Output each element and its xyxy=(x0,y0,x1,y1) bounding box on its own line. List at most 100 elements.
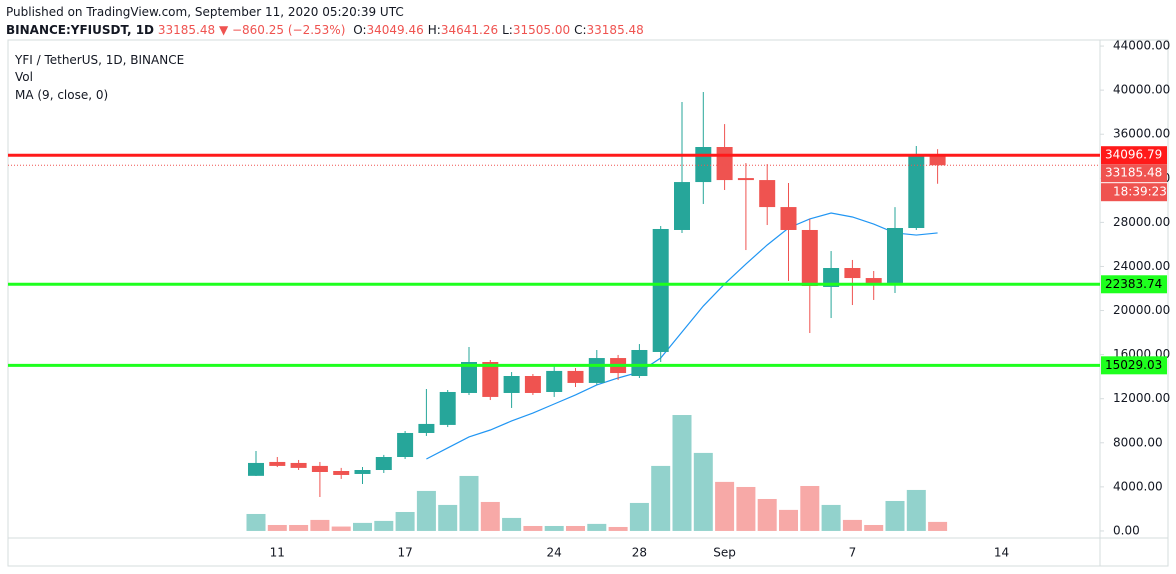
candle-body xyxy=(887,228,903,283)
volume-bar xyxy=(672,415,692,531)
volume-bar xyxy=(779,509,798,531)
price-tag-label: 22383.74 xyxy=(1105,277,1162,291)
volume-bar xyxy=(651,465,671,531)
legend-main: YFI / TetherUS, 1D, BINANCE xyxy=(15,53,185,67)
countdown-tag xyxy=(1101,183,1167,202)
y-tick-label: 44000.00 xyxy=(1113,39,1170,53)
volume-bar xyxy=(906,489,926,531)
y-tick-label: 0.00 xyxy=(1113,523,1140,537)
candle-body xyxy=(418,423,435,433)
candle-body xyxy=(333,470,350,475)
volume-bar xyxy=(693,452,713,531)
x-tick-label: 14 xyxy=(994,546,1009,560)
price-tag-label: 34096.79 xyxy=(1105,148,1162,162)
chart-frame xyxy=(7,39,1169,567)
candle-body xyxy=(567,370,584,383)
x-tick-label: 7 xyxy=(849,546,857,560)
volume-bar xyxy=(374,520,394,531)
candle-body xyxy=(823,268,840,287)
candle-body xyxy=(482,362,499,397)
candle-body xyxy=(354,470,371,474)
volume-bar xyxy=(544,525,564,531)
volume-bar xyxy=(289,524,309,531)
volume-bar xyxy=(715,481,735,531)
candle-body xyxy=(588,358,605,383)
ohlc-value: 31505.00 xyxy=(512,23,571,37)
candle-body xyxy=(674,182,690,230)
candle-body xyxy=(780,207,797,230)
volume-bar xyxy=(395,511,415,531)
volume-bar xyxy=(459,475,479,531)
last-price-tag xyxy=(1101,164,1167,183)
candle-body xyxy=(248,462,264,476)
ohlc-label: H: xyxy=(427,23,441,37)
volume-bar xyxy=(821,504,841,531)
volume-bar xyxy=(587,523,607,531)
candle-body xyxy=(844,268,861,279)
y-tick-label: 12000.00 xyxy=(1113,391,1170,405)
candle-body xyxy=(631,349,648,377)
candle-body xyxy=(546,370,563,392)
last-price-tag-label: 33185.48 xyxy=(1105,166,1162,180)
candle-body xyxy=(461,362,477,393)
ohlc-value: 34049.46 xyxy=(366,23,424,37)
candle-body xyxy=(908,155,925,229)
y-tick-label: 8000.00 xyxy=(1113,435,1163,449)
volume-bar xyxy=(523,525,543,531)
candle-body xyxy=(290,462,307,468)
candle-body xyxy=(439,391,456,425)
candle-body xyxy=(929,155,946,166)
candle-body xyxy=(716,147,733,181)
x-tick-label: 17 xyxy=(397,546,412,560)
x-tick-label: Sep xyxy=(713,546,736,560)
ohlc-label: O: xyxy=(353,23,367,37)
symbol-line: BINANCE:YFIUSDT, 1D 33185.48 ▼ −860.25 (… xyxy=(6,23,644,37)
ohlc-value: 34641.26 xyxy=(440,23,499,37)
candle-body xyxy=(759,180,776,208)
legend-volume: Vol xyxy=(15,70,33,84)
y-tick-label: 36000.00 xyxy=(1113,127,1170,141)
y-tick-label: 4000.00 xyxy=(1113,479,1163,493)
last-price: 33185.48 xyxy=(157,23,216,37)
candle-body xyxy=(801,229,818,286)
x-tick-label: 28 xyxy=(632,546,647,560)
ohlc-label: L: xyxy=(502,23,513,37)
y-tick-label: 20000.00 xyxy=(1113,303,1170,317)
volume-bar xyxy=(842,519,862,531)
price-tag-label: 15029.03 xyxy=(1105,358,1162,372)
volume-bar xyxy=(438,504,458,531)
published-note: Published on TradingView.com, September … xyxy=(6,5,404,19)
y-tick-label: 24000.00 xyxy=(1113,259,1170,273)
x-tick-label: 24 xyxy=(547,546,562,560)
candle-body xyxy=(652,228,669,352)
volume-bar xyxy=(246,513,266,531)
candle-body xyxy=(503,376,520,393)
volume-bar xyxy=(928,521,948,531)
volume-bar xyxy=(502,517,522,531)
volume-bar xyxy=(267,524,287,531)
ohlc-label: C: xyxy=(574,23,587,37)
price-tag xyxy=(1101,146,1167,165)
volume-bar xyxy=(864,524,884,531)
countdown-label: 18:39:23 xyxy=(1113,185,1167,199)
candle-body xyxy=(737,178,754,181)
volume-bar xyxy=(608,526,628,531)
price-tag xyxy=(1101,275,1167,294)
volume-bar xyxy=(566,525,585,531)
price-change: ▼ −860.25 (−2.53%) xyxy=(218,23,346,37)
volume-bar xyxy=(800,485,820,531)
x-tick-label: 11 xyxy=(270,546,285,560)
candle-body xyxy=(524,376,541,393)
volume-bar xyxy=(480,501,500,531)
ohlc-value: 33185.48 xyxy=(586,23,644,37)
volume-bar xyxy=(310,519,330,531)
candle-body xyxy=(397,432,414,458)
volume-bar xyxy=(353,522,372,531)
volume-bar xyxy=(757,498,777,531)
volume-bar xyxy=(629,502,649,531)
legend-ma: MA (9, close, 0) xyxy=(15,88,109,102)
volume-bar xyxy=(885,500,905,531)
y-tick-label: 28000.00 xyxy=(1113,215,1170,229)
